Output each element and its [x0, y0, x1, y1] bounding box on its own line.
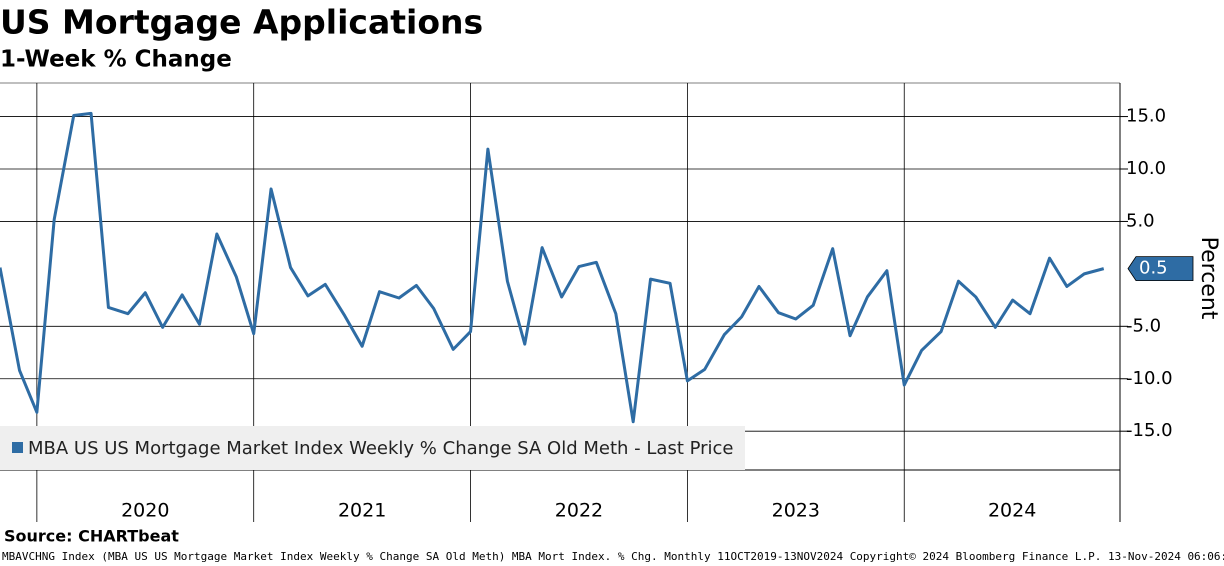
y-tick-label: -5.0 [1126, 315, 1161, 336]
x-tick-label: 2022 [555, 500, 603, 522]
x-tick-label: 2021 [338, 500, 386, 522]
chart-title: US Mortgage Applications [0, 3, 483, 42]
last-price-tag [1127, 256, 1194, 282]
x-tick-label: 2024 [988, 500, 1036, 522]
y-axis-label: Percent [1196, 237, 1221, 320]
source: Source: CHARTbeat [4, 527, 179, 546]
data-line [0, 111, 1105, 424]
legend-marker [12, 442, 23, 453]
y-tick-label: 15.0 [1126, 106, 1166, 127]
chart-subtitle: 1-Week % Change [0, 47, 232, 73]
y-tick-label: -15.0 [1126, 420, 1173, 441]
last-price-label: 0.5 [1139, 258, 1168, 279]
legend-label: MBA US US Mortgage Market Index Weekly %… [28, 438, 734, 459]
footer: MBAVCHNG Index (MBA US US Mortgage Marke… [2, 550, 1224, 563]
x-tick-label: 2020 [121, 500, 169, 522]
x-tick-label: 2023 [772, 500, 820, 522]
y-tick-label: 5.0 [1126, 210, 1155, 231]
y-tick-label: -10.0 [1126, 368, 1173, 389]
legend-box [0, 426, 745, 470]
y-tick-label: 10.0 [1126, 158, 1166, 179]
